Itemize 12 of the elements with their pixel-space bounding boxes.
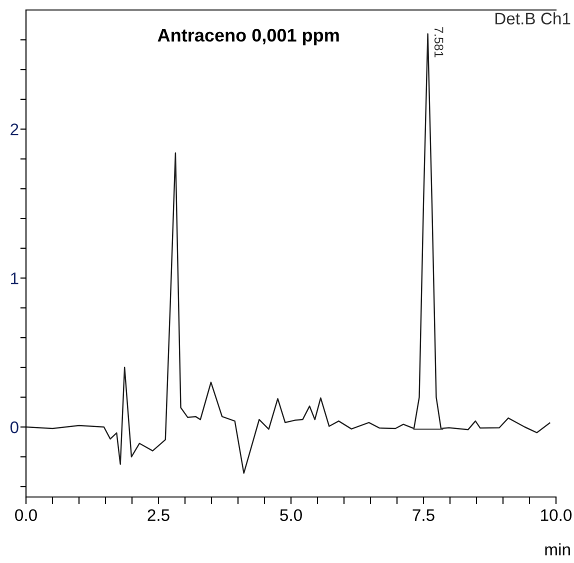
x-tick-label: 7.5 <box>412 509 434 522</box>
annotation: Det.B Ch1 <box>495 12 570 24</box>
annotation: 7.581 <box>434 27 444 58</box>
x-tick-label: 10.0 <box>541 509 572 522</box>
y-tick-label: 1 <box>11 272 18 284</box>
text: Antraceno 0,001 ppm <box>158 28 339 46</box>
y-tick-label: 0 <box>10 421 18 434</box>
y-tick-label: 2 <box>10 124 18 136</box>
x-tick-label: 5.0 <box>280 509 302 522</box>
x-axis-title: min <box>545 543 570 556</box>
x-tick-label: 0.0 <box>15 509 37 522</box>
x-tick-label: 2.5 <box>148 509 170 522</box>
